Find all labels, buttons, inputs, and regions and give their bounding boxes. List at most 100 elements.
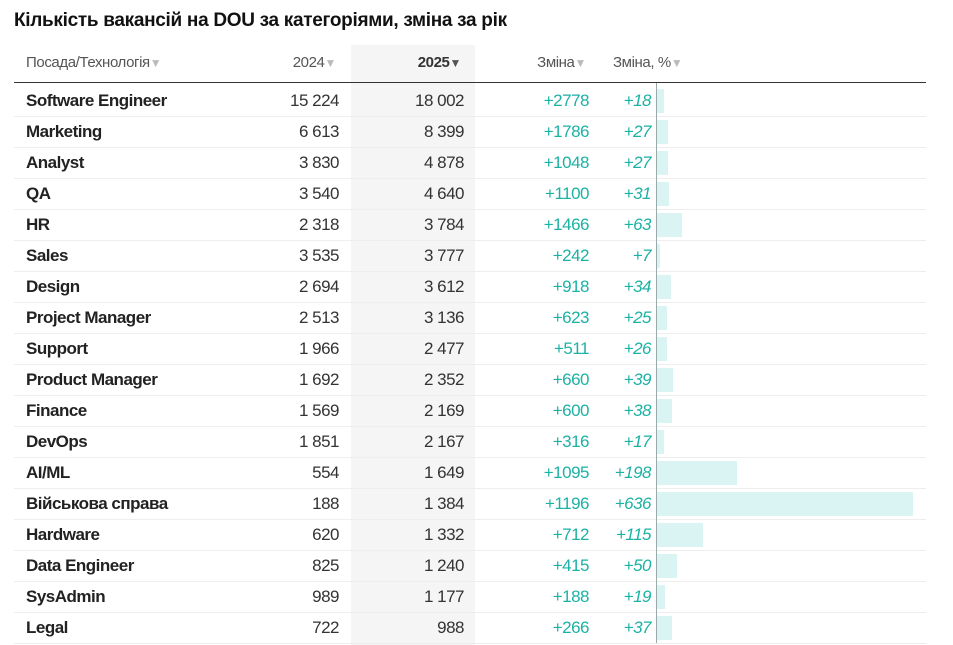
cell-name: Design xyxy=(26,277,80,296)
cell-2025: 18 002 xyxy=(415,91,465,110)
cell-change-pct: +17 xyxy=(623,432,652,451)
cell-name: Analyst xyxy=(26,153,84,172)
cell-change: +600 xyxy=(552,401,590,420)
cell-change-pct: +63 xyxy=(623,215,652,234)
table-row: AI/ML 554 1 649 +1095 +198 xyxy=(14,458,926,489)
sorted-column-highlight xyxy=(351,45,475,645)
change-pct-bar xyxy=(657,461,737,485)
cell-change-pct: +18 xyxy=(623,91,652,110)
cell-change: +266 xyxy=(552,618,590,637)
bar-axis xyxy=(656,83,657,643)
cell-2024: 6 613 xyxy=(298,122,340,141)
table-row: QA 3 540 4 640 +1100 +31 xyxy=(14,179,926,210)
change-pct-bar xyxy=(657,120,668,144)
cell-2025: 3 136 xyxy=(423,308,465,327)
cell-name: Hardware xyxy=(26,525,100,544)
table-row: Support 1 966 2 477 +511 +26 xyxy=(14,334,926,365)
table-row: Marketing 6 613 8 399 +1786 +27 xyxy=(14,117,926,148)
table-row: Військова справа 188 1 384 +1196 +636 xyxy=(14,489,926,520)
change-pct-bar xyxy=(657,368,673,392)
cell-change-pct: +198 xyxy=(614,463,652,482)
table-row: Legal 722 988 +266 +37 xyxy=(14,613,926,644)
cell-2024: 15 224 xyxy=(290,91,340,110)
cell-change-pct: +50 xyxy=(623,556,652,575)
cell-change-pct: +37 xyxy=(623,618,652,637)
cell-name: Project Manager xyxy=(26,308,151,327)
table-row: DevOps 1 851 2 167 +316 +17 xyxy=(14,427,926,458)
cell-change-pct: +31 xyxy=(623,184,652,203)
cell-2025: 2 167 xyxy=(423,432,465,451)
header-change[interactable]: Зміна▼ xyxy=(537,54,586,71)
header-name[interactable]: Посада/Технологія▼ xyxy=(26,54,162,71)
cell-2025: 1 332 xyxy=(423,525,465,544)
cell-2025: 3 777 xyxy=(423,246,465,265)
table-row: Design 2 694 3 612 +918 +34 xyxy=(14,272,926,303)
header-2025[interactable]: 2025▼ xyxy=(417,54,462,71)
cell-name: QA xyxy=(26,184,51,203)
cell-name: Data Engineer xyxy=(26,556,134,575)
cell-2024: 554 xyxy=(312,463,339,482)
cell-2025: 1 240 xyxy=(423,556,465,575)
cell-2025: 988 xyxy=(437,618,464,637)
cell-2024: 1 851 xyxy=(298,432,340,451)
change-pct-bar xyxy=(657,337,668,361)
change-pct-bar xyxy=(657,151,668,175)
cell-change: +660 xyxy=(552,370,590,389)
cell-change-pct: +38 xyxy=(623,401,652,420)
change-pct-bar xyxy=(657,244,660,268)
cell-change: +511 xyxy=(553,339,590,358)
cell-2025: 2 169 xyxy=(423,401,465,420)
sort-icon: ▼ xyxy=(324,56,337,70)
cell-2024: 188 xyxy=(312,494,339,513)
sort-icon: ▼ xyxy=(449,56,462,70)
cell-change: +1095 xyxy=(543,463,590,482)
cell-2025: 1 177 xyxy=(423,587,465,606)
cell-name: Військова справа xyxy=(26,494,168,513)
cell-change: +918 xyxy=(552,277,590,296)
table-row: Hardware 620 1 332 +712 +115 xyxy=(14,520,926,551)
table-row: HR 2 318 3 784 +1466 +63 xyxy=(14,210,926,241)
sort-icon: ▼ xyxy=(574,56,587,70)
cell-change: +415 xyxy=(552,556,590,575)
header-change-pct[interactable]: Зміна, %▼ xyxy=(613,54,683,71)
cell-change: +1100 xyxy=(545,184,589,203)
cell-name: DevOps xyxy=(26,432,88,451)
cell-change-pct: +27 xyxy=(623,153,652,172)
cell-2025: 8 399 xyxy=(423,122,465,141)
table-row: Data Engineer 825 1 240 +415 +50 xyxy=(14,551,926,582)
table-row: Sales 3 535 3 777 +242 +7 xyxy=(14,241,926,272)
cell-2025: 4 640 xyxy=(423,184,465,203)
cell-name: Support xyxy=(26,339,88,358)
change-pct-bar xyxy=(657,275,671,299)
table-row: Product Manager 1 692 2 352 +660 +39 xyxy=(14,365,926,396)
cell-change: +623 xyxy=(552,308,590,327)
cell-change-pct: +115 xyxy=(615,525,652,544)
change-pct-bar xyxy=(657,430,664,454)
change-pct-bar xyxy=(657,492,913,516)
cell-2024: 722 xyxy=(312,618,339,637)
change-pct-bar xyxy=(657,616,672,640)
change-pct-bar xyxy=(657,523,704,547)
cell-2024: 3 540 xyxy=(298,184,340,203)
cell-2024: 2 513 xyxy=(298,308,340,327)
cell-2024: 1 692 xyxy=(298,370,340,389)
cell-2024: 989 xyxy=(312,587,339,606)
cell-2025: 2 477 xyxy=(423,339,465,358)
cell-change: +316 xyxy=(552,432,590,451)
sort-icon: ▼ xyxy=(149,56,162,70)
header-divider xyxy=(14,82,926,83)
change-pct-bar xyxy=(657,182,670,206)
table-row: Analyst 3 830 4 878 +1048 +27 xyxy=(14,148,926,179)
cell-2025: 2 352 xyxy=(423,370,465,389)
cell-change-pct: +19 xyxy=(623,587,652,606)
cell-change-pct: +27 xyxy=(623,122,652,141)
cell-change: +242 xyxy=(552,246,590,265)
cell-name: Legal xyxy=(26,618,68,637)
header-2024[interactable]: 2024▼ xyxy=(292,54,337,71)
change-pct-bar xyxy=(657,306,668,330)
cell-change-pct: +39 xyxy=(623,370,652,389)
cell-change-pct: +7 xyxy=(632,246,652,265)
cell-2025: 1 384 xyxy=(423,494,465,513)
table-body: Software Engineer 15 224 18 002 +2778 +18 Mar… xyxy=(14,86,926,644)
cell-2025: 4 878 xyxy=(423,153,465,172)
